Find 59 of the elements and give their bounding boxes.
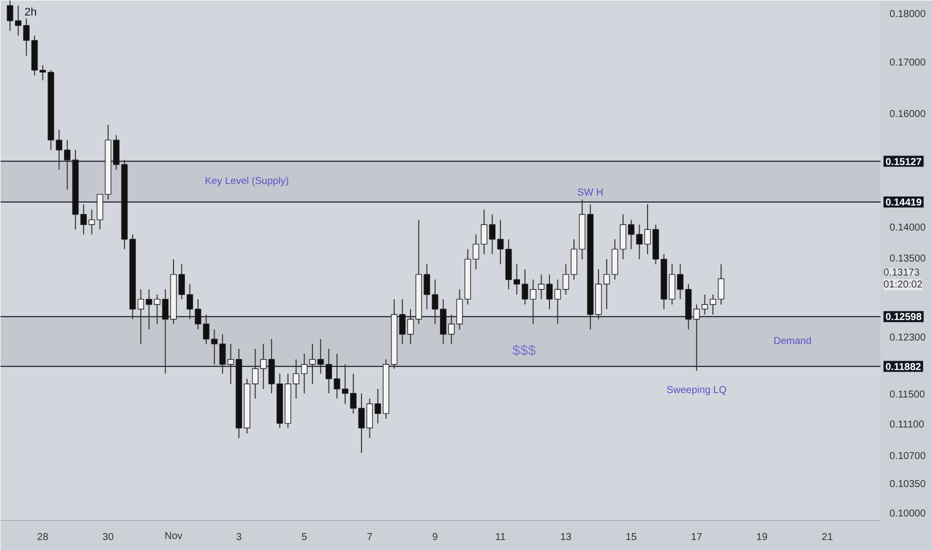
x-tick-label: 13 bbox=[560, 532, 572, 543]
x-tick-label: Nov bbox=[164, 531, 182, 542]
candlestick bbox=[56, 129, 62, 170]
candlestick bbox=[186, 284, 194, 320]
candlestick bbox=[407, 308, 414, 344]
y-tick-label: 0.14000 bbox=[890, 222, 926, 234]
x-tick-label: 17 bbox=[691, 532, 703, 543]
x-tick-label: 15 bbox=[626, 532, 638, 543]
band-label: Key Level (Supply) bbox=[204, 176, 289, 188]
candlestick bbox=[334, 353, 340, 400]
candlestick bbox=[636, 224, 643, 260]
candlestick bbox=[628, 219, 634, 250]
y-tick-label: 0.13500 bbox=[890, 253, 926, 264]
y-tick-label: 0.11100 bbox=[890, 420, 925, 431]
x-tick-label: 11 bbox=[495, 532, 506, 543]
candlestick bbox=[202, 314, 210, 344]
y-tick-label: 0.16000 bbox=[890, 109, 926, 120]
x-tick-label: 7 bbox=[366, 532, 373, 543]
x-tick-label: 9 bbox=[432, 532, 438, 543]
y-tick-label: 0.10000 bbox=[890, 508, 926, 520]
candlestick bbox=[546, 274, 553, 310]
x-tick-label: 28 bbox=[37, 532, 49, 543]
y-tick-label: 0.10350 bbox=[890, 479, 926, 490]
candlestick bbox=[6, 0, 14, 32]
x-tick-label: 21 bbox=[822, 532, 834, 543]
text: 0.13173 bbox=[884, 267, 920, 278]
x-tick-label: 19 bbox=[756, 532, 768, 543]
candlestick bbox=[710, 294, 716, 316]
candlestick bbox=[358, 392, 365, 454]
ref-line-label: 0.12598 bbox=[886, 312, 922, 324]
x-tick-label: 3 bbox=[236, 532, 242, 543]
candlestick bbox=[260, 343, 267, 390]
candlestick bbox=[603, 258, 610, 310]
candlestick bbox=[472, 234, 480, 270]
candlestick bbox=[211, 328, 218, 365]
band-label: Demand bbox=[774, 336, 812, 348]
candlestick bbox=[194, 298, 202, 330]
y-tick-label: 0.17000 bbox=[890, 58, 926, 69]
candlestick bbox=[432, 279, 438, 324]
x-tick-label: 5 bbox=[301, 532, 308, 543]
text: 2h bbox=[24, 6, 37, 18]
candlestick bbox=[64, 140, 70, 190]
y-tick-label: 0.12300 bbox=[890, 332, 926, 344]
candlestick bbox=[15, 5, 22, 36]
ref-line-label: 0.15127 bbox=[886, 156, 922, 168]
y-tick-label: 0.11500 bbox=[890, 390, 926, 401]
text: 01:20:02 bbox=[884, 279, 923, 290]
y-tick-label: 0.18000 bbox=[890, 9, 926, 20]
ref-line-label: 0.14419 bbox=[886, 198, 922, 209]
candlestick bbox=[146, 288, 152, 330]
annotation: Sweeping LQ bbox=[666, 384, 727, 396]
annotation: $$$ bbox=[512, 342, 536, 358]
y-tick-label: 0.10700 bbox=[890, 450, 926, 462]
candlestick bbox=[178, 264, 185, 300]
candlestick bbox=[252, 348, 258, 400]
candlestick bbox=[718, 264, 724, 305]
ref-line-label: 0.11882 bbox=[886, 362, 922, 373]
x-tick-label: 30 bbox=[102, 532, 114, 543]
annotation: SW H bbox=[577, 188, 604, 199]
